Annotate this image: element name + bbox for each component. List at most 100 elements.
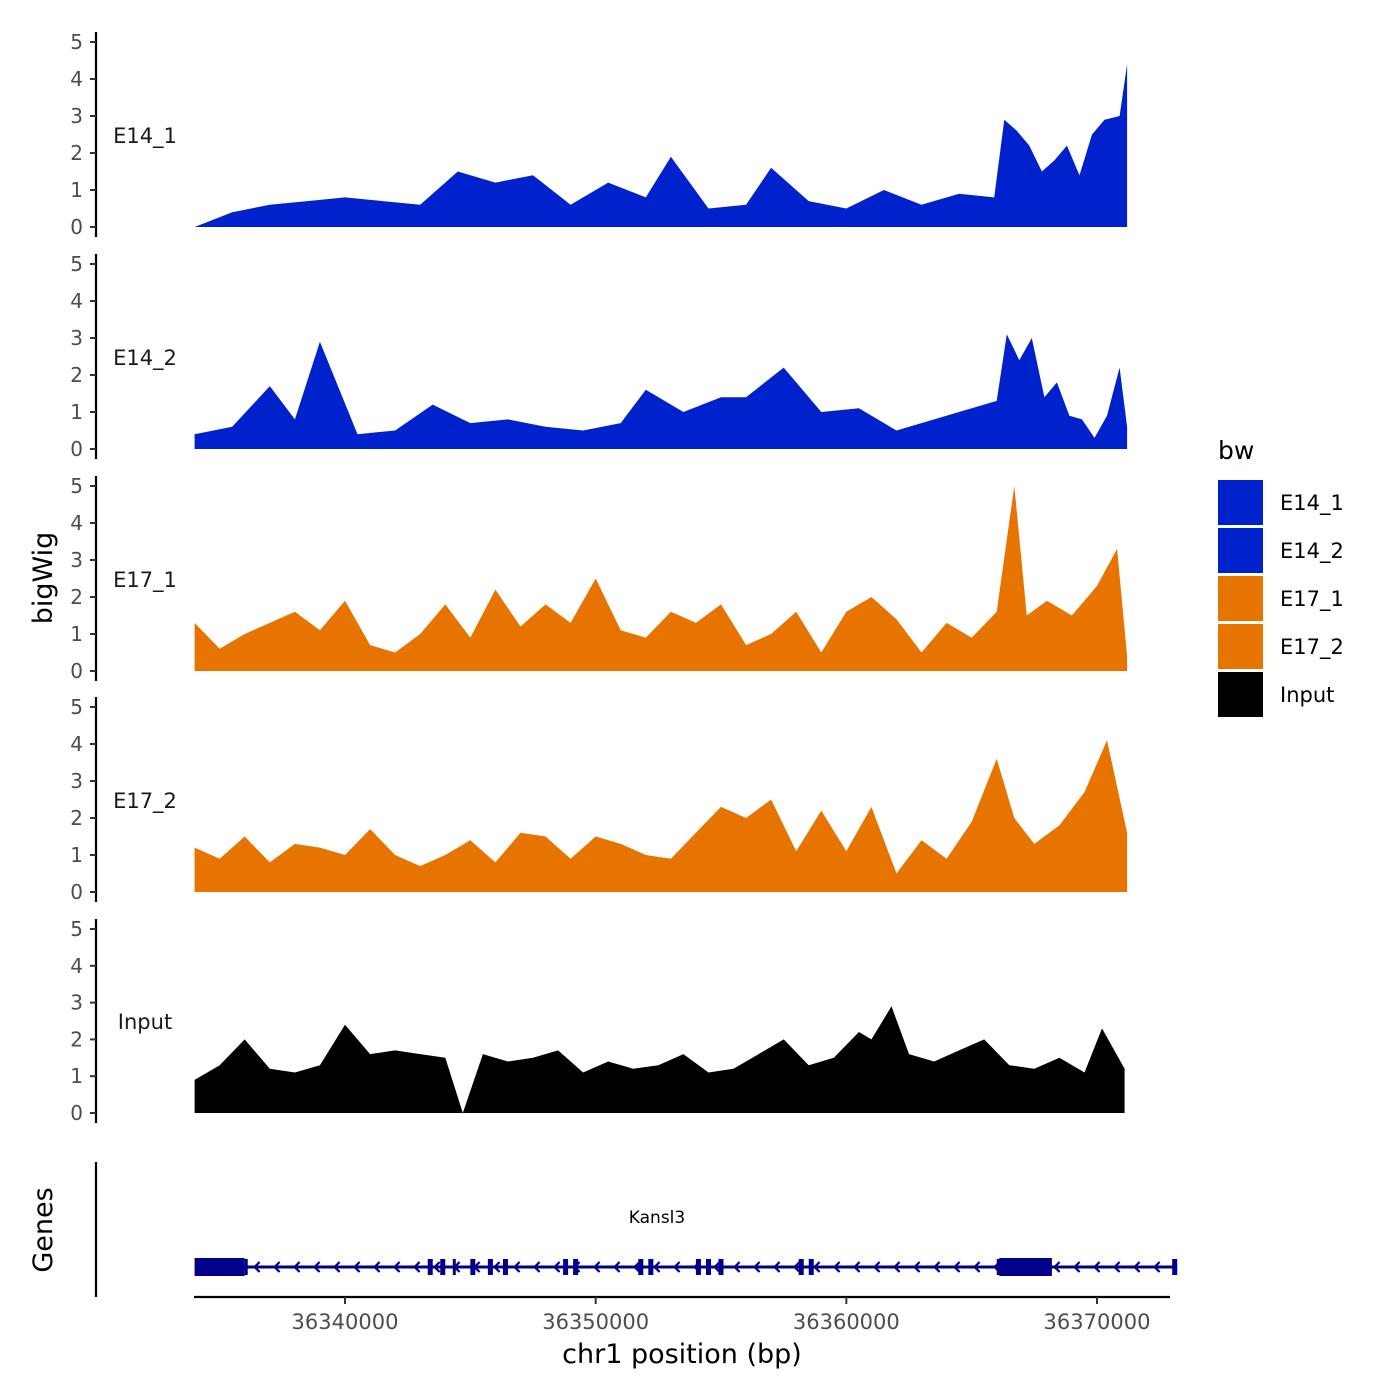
strand-arrow [813, 1261, 821, 1273]
gene-exon [808, 1259, 814, 1275]
strand-arrow [293, 1261, 301, 1273]
y-tick-label: 2 [70, 806, 83, 830]
strand-arrow [313, 1261, 321, 1273]
strand-arrow [653, 1261, 661, 1273]
gene-exon [440, 1259, 446, 1275]
strand-arrow [773, 1261, 781, 1273]
gene-exon [695, 1259, 701, 1275]
gene-exon [638, 1259, 644, 1275]
track-E17_1: 0 1 2 3 4 5 E17_1 [70, 474, 1128, 683]
gene-exon [502, 1259, 508, 1275]
strand-arrow [933, 1261, 941, 1273]
x-tick-label: 36340000 [292, 1310, 399, 1334]
strand-arrow [713, 1261, 721, 1273]
legend-label-E14_2: E14_2 [1280, 539, 1344, 564]
strand-arrow [1073, 1261, 1081, 1273]
area-Input [194, 1006, 1125, 1113]
track-label: Input [118, 1010, 172, 1034]
area-E17_1 [194, 486, 1128, 671]
gene-exon [452, 1259, 456, 1275]
strand-arrow [433, 1261, 441, 1273]
strand-arrow [1113, 1261, 1121, 1273]
y-tick-label: 0 [70, 1101, 83, 1125]
y-tick-label: 2 [70, 141, 83, 165]
strand-arrow [513, 1261, 521, 1273]
strand-arrow [793, 1261, 801, 1273]
strand-arrow [1133, 1261, 1141, 1273]
y-tick-label: 3 [70, 548, 83, 572]
strand-arrow [833, 1261, 841, 1273]
area-E14_2 [194, 334, 1128, 449]
strand-arrow [1093, 1261, 1101, 1273]
gene-exon [705, 1259, 711, 1275]
strand-arrow [673, 1261, 681, 1273]
track-label: E14_1 [113, 124, 177, 149]
legend-label-E17_1: E17_1 [1280, 587, 1344, 612]
y-tick-label: 1 [70, 400, 83, 424]
strand-arrow [733, 1261, 741, 1273]
strand-arrow [1153, 1261, 1161, 1273]
y-tick-label: 1 [70, 178, 83, 202]
strand-arrow [533, 1261, 541, 1273]
area-E14_1 [194, 64, 1128, 227]
strand-arrow [1053, 1261, 1061, 1273]
y-tick-label: 0 [70, 880, 83, 904]
genes-track-label: Genes [28, 1187, 59, 1272]
gene-exon [798, 1259, 804, 1275]
legend-swatch-Input [1218, 672, 1263, 717]
y-tick-label: 0 [70, 215, 83, 239]
gene-exon [487, 1259, 493, 1275]
gene-exon [470, 1259, 476, 1275]
strand-arrow [553, 1261, 561, 1273]
y-tick-label: 3 [70, 769, 83, 793]
gene-exon [563, 1259, 569, 1275]
legend-title: bw [1218, 436, 1254, 465]
y-tick-label: 5 [70, 917, 83, 941]
legend-swatch-E17_1 [1218, 576, 1263, 621]
track-E17_2: 0 1 2 3 4 5 E17_2 [70, 695, 1128, 904]
x-tick-label: 36370000 [1044, 1310, 1151, 1334]
track-E14_2: 0 1 2 3 4 5 E14_2 [70, 252, 1128, 461]
strand-arrow [853, 1261, 861, 1273]
y-tick-label: 3 [70, 326, 83, 350]
legend-swatch-E14_1 [1218, 480, 1263, 525]
y-tick-label: 5 [70, 695, 83, 719]
gene-exon [718, 1259, 724, 1275]
y-tick-label: 2 [70, 585, 83, 609]
track-label: E17_1 [113, 568, 177, 593]
y-tick-label: 3 [70, 104, 83, 128]
legend: bw E14_1 E14_2 E17_1 E17_2 Input [1218, 436, 1344, 717]
x-tick-label: 36350000 [542, 1310, 649, 1334]
x-axis-title: chr1 position (bp) [562, 1339, 802, 1370]
x-tick-label: 36360000 [793, 1310, 900, 1334]
y-tick-label: 5 [70, 474, 83, 498]
y-tick-label: 5 [70, 252, 83, 276]
y-tick-label: 4 [70, 954, 83, 978]
legend-label-E14_1: E14_1 [1280, 491, 1344, 516]
gene-exon [427, 1259, 433, 1275]
y-tick-label: 0 [70, 437, 83, 461]
gene-exon [648, 1259, 654, 1275]
y-tick-label: 1 [70, 843, 83, 867]
strand-arrow [413, 1261, 421, 1273]
gene-exon [194, 1258, 245, 1276]
gene-name-label: Kansl3 [629, 1208, 685, 1228]
legend-label-E17_2: E17_2 [1280, 635, 1344, 660]
strand-arrow [873, 1261, 881, 1273]
track-label: E14_2 [113, 346, 177, 371]
y-tick-label: 2 [70, 363, 83, 387]
strand-arrow [273, 1261, 281, 1273]
legend-swatch-E14_2 [1218, 528, 1263, 573]
strand-arrow [493, 1261, 501, 1273]
y-tick-label: 5 [70, 30, 83, 54]
strand-arrow [593, 1261, 601, 1273]
track-E14_1: 0 1 2 3 4 5 E14_1 [70, 30, 1128, 239]
y-tick-label: 1 [70, 1064, 83, 1088]
gene-exon [999, 1258, 1052, 1276]
strand-arrow [893, 1261, 901, 1273]
gene-track: Kansl3 [94, 1162, 1178, 1297]
y-tick-label: 0 [70, 659, 83, 683]
strand-arrow [353, 1261, 361, 1273]
y-tick-label: 3 [70, 991, 83, 1015]
